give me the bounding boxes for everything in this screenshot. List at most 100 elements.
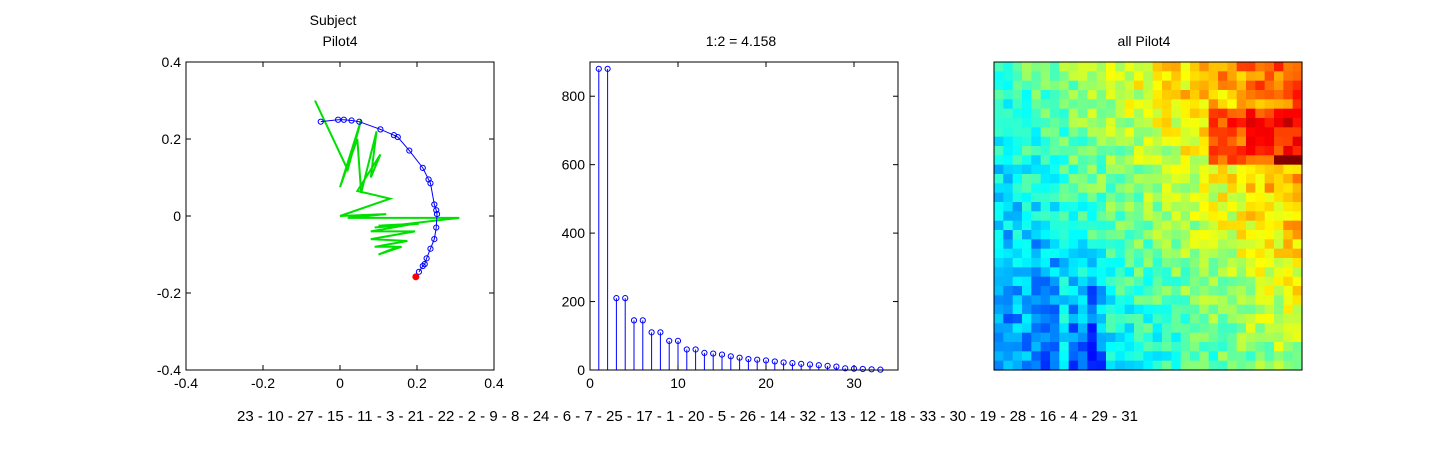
stem-marker bbox=[710, 350, 717, 357]
heatmap-cell bbox=[1218, 192, 1228, 203]
plot1-x-tick-label: 0.4 bbox=[484, 375, 504, 391]
heatmap-cell bbox=[1190, 127, 1200, 138]
heatmap-cell bbox=[1264, 146, 1275, 156]
heatmap-cell bbox=[994, 220, 1004, 231]
heatmap-cell bbox=[1218, 62, 1228, 72]
heatmap-cell bbox=[1283, 314, 1294, 324]
heatmap-cell bbox=[1162, 248, 1172, 259]
heatmap-cell bbox=[1059, 314, 1070, 324]
heatmap-cell bbox=[1106, 342, 1116, 352]
heatmap-cell bbox=[1003, 127, 1014, 138]
plot1-x-tick-label: 0 bbox=[336, 375, 344, 391]
heatmap-cell bbox=[1199, 276, 1210, 287]
heatmap-cell bbox=[1003, 295, 1014, 306]
heatmap-cell bbox=[1292, 276, 1303, 287]
heatmap-cell bbox=[1274, 136, 1284, 147]
heatmap-cell bbox=[1012, 351, 1023, 362]
heatmap-cell bbox=[1264, 136, 1275, 147]
heatmap-cell bbox=[1218, 267, 1228, 278]
heatmap-cell bbox=[1059, 164, 1070, 175]
heatmap-cell bbox=[1022, 276, 1032, 287]
heatmap-cell bbox=[1292, 90, 1303, 100]
heatmap-cell bbox=[1059, 286, 1070, 296]
heatmap-cell bbox=[1040, 286, 1051, 296]
heatmap-cell bbox=[1040, 351, 1051, 362]
heatmap-cell bbox=[1190, 332, 1200, 343]
heatmap-cell bbox=[1115, 267, 1126, 278]
heatmap-cell bbox=[994, 174, 1004, 184]
heatmap-cell bbox=[1190, 267, 1200, 278]
heatmap-cell bbox=[1040, 90, 1051, 100]
heatmap-cell bbox=[1292, 202, 1303, 212]
heatmap-cell bbox=[1143, 239, 1154, 250]
heatmap-cell bbox=[1171, 230, 1182, 240]
heatmap-cell bbox=[1264, 174, 1275, 184]
heatmap-cell bbox=[1012, 342, 1023, 352]
heatmap-cell bbox=[1190, 304, 1200, 315]
heatmap-cell bbox=[1180, 360, 1191, 371]
heatmap-cell bbox=[1227, 351, 1238, 362]
heatmap-cell bbox=[1283, 248, 1294, 259]
heatmap-cell bbox=[1124, 118, 1135, 128]
heatmap-cell bbox=[1152, 295, 1163, 306]
heatmap-cell bbox=[1087, 118, 1098, 128]
heatmap-cell bbox=[1022, 118, 1032, 128]
heatmap-cell bbox=[1124, 127, 1135, 138]
heatmap-cell bbox=[1171, 99, 1182, 110]
heatmap-cell bbox=[1106, 323, 1116, 334]
heatmap-cell bbox=[1106, 295, 1116, 306]
heatmap-cell bbox=[1246, 118, 1256, 128]
heatmap-cell bbox=[1087, 80, 1098, 91]
heatmap-cell bbox=[1115, 304, 1126, 315]
heatmap-cell bbox=[1031, 267, 1042, 278]
stem-marker bbox=[595, 65, 602, 72]
heatmap-cell bbox=[1050, 286, 1060, 296]
heatmap-cell bbox=[1283, 118, 1294, 128]
heatmap-cell bbox=[1218, 211, 1228, 222]
heatmap-cell bbox=[1022, 314, 1032, 324]
heatmap-cell bbox=[1255, 90, 1266, 100]
heatmap-cell bbox=[1087, 192, 1098, 203]
heatmap-cell bbox=[1068, 342, 1079, 352]
heatmap-cell bbox=[1031, 99, 1042, 110]
heatmap-cell bbox=[1134, 99, 1144, 110]
heatmap-cell bbox=[1078, 230, 1088, 240]
heatmap-cell bbox=[1180, 99, 1191, 110]
heatmap-cell bbox=[1012, 332, 1023, 343]
heatmap-cell bbox=[1059, 155, 1070, 166]
heatmap-cell bbox=[1031, 360, 1042, 371]
heatmap-cell bbox=[1236, 183, 1247, 194]
heatmap-cell bbox=[1087, 146, 1098, 156]
heatmap-cell bbox=[994, 146, 1004, 156]
heatmap-cell bbox=[1115, 118, 1126, 128]
heatmap-cell bbox=[1031, 90, 1042, 100]
heatmap-cell bbox=[1180, 183, 1191, 194]
heatmap-cell bbox=[1068, 239, 1079, 250]
heatmap-cell bbox=[1292, 220, 1303, 231]
heatmap-cell bbox=[1068, 286, 1079, 296]
heatmap-cell bbox=[1068, 248, 1079, 259]
heatmap-cell bbox=[994, 360, 1004, 371]
stem-marker bbox=[666, 337, 673, 345]
heatmap-cell bbox=[1227, 314, 1238, 324]
heatmap-cell bbox=[1274, 71, 1284, 82]
heatmap-cell bbox=[1031, 202, 1042, 212]
heatmap-cell bbox=[1152, 136, 1163, 147]
heatmap-cell bbox=[1115, 360, 1126, 371]
heatmap-cell bbox=[1162, 62, 1172, 72]
endpoint-marker bbox=[412, 273, 420, 281]
stem-marker bbox=[771, 358, 778, 365]
heatmap-cell bbox=[1059, 230, 1070, 240]
heatmap-cell bbox=[994, 118, 1004, 128]
heatmap-cell bbox=[1012, 286, 1023, 296]
heatmap-cell bbox=[1171, 164, 1182, 175]
heatmap-cell bbox=[1040, 258, 1051, 268]
heatmap-cell bbox=[1115, 108, 1126, 119]
heatmap-cell bbox=[1274, 276, 1284, 287]
plot1-x-tick-label: -0.2 bbox=[251, 375, 275, 391]
heatmap-cell bbox=[1246, 90, 1256, 100]
heatmap-cell bbox=[1040, 248, 1051, 259]
heatmap-cell bbox=[1236, 314, 1247, 324]
heatmap-cell bbox=[1003, 192, 1014, 203]
heatmap-cell bbox=[1096, 286, 1107, 296]
